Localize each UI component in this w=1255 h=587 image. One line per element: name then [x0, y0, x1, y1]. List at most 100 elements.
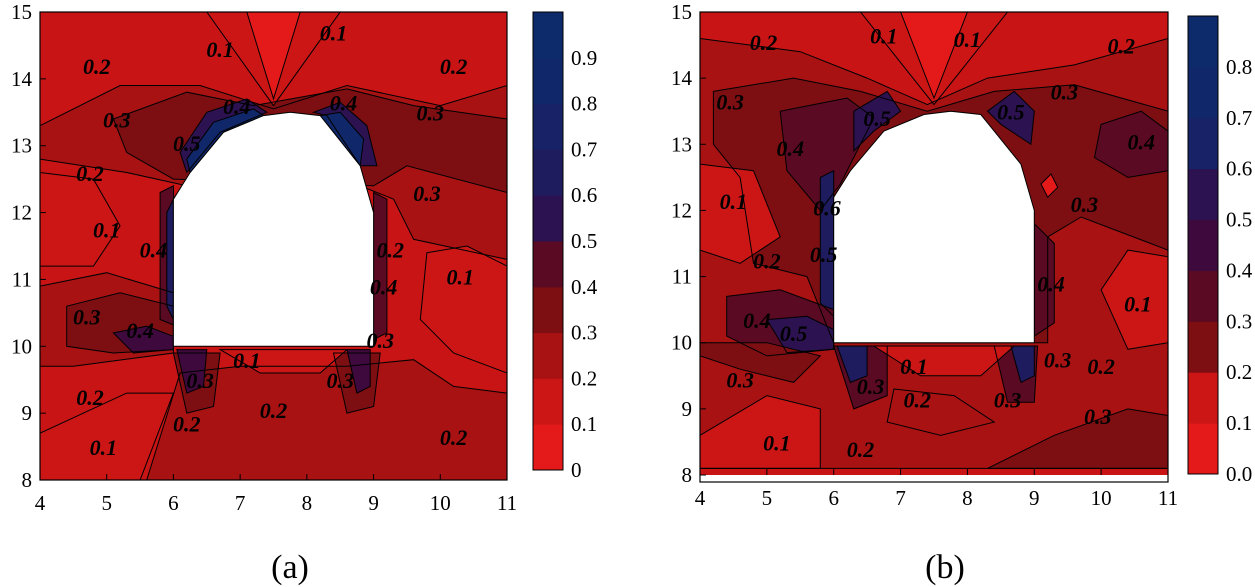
contour-plot-b: 0.1 0.10.2 0.20.3 0.30.30.40.40.5 0.50.1 0.60… [671, 0, 1253, 586]
contour-region [700, 164, 781, 264]
contour-label: 0.1 [93, 218, 121, 243]
contour-label: 0.3 [857, 374, 885, 399]
y-tick-label: 12 [11, 201, 32, 225]
colorbar-tick-label: 0.5 [571, 229, 597, 253]
y-tick-label: 9 [22, 401, 33, 425]
contour-line [179, 98, 268, 174]
colorbar-tick-label: 0.4 [571, 275, 598, 299]
contour-line [311, 101, 378, 167]
y-tick-label: 10 [671, 331, 692, 355]
x-tick-label: 10 [1091, 486, 1112, 510]
contour-line [886, 388, 996, 436]
contour-line [1040, 173, 1059, 199]
contour-line [40, 171, 121, 267]
contour-label: 0.1 [90, 435, 118, 460]
contour-label: 0.3 [366, 328, 394, 353]
contour-label: 0.3 [1044, 348, 1072, 373]
plot-frame-a [39, 11, 508, 481]
contour-label: 0.3 [417, 101, 445, 126]
contour-line [700, 37, 1168, 469]
panel-label-b: (b) [925, 549, 965, 586]
contour-region [40, 172, 121, 267]
contour-labels-b: 0.1 0.1 0.2 0.2 0.3 0.3 0.3 0.4 0.4 0.5 0.5 0.1 0.6 0… [716, 24, 1155, 462]
y-tick-label: 9 [682, 397, 693, 421]
contour-line [986, 90, 1035, 146]
x-tick-label: 5 [762, 486, 773, 510]
contour-label: 0.4 [370, 275, 398, 300]
colorbar-segment [533, 286, 563, 334]
contour-label: 0.5 [863, 106, 891, 131]
colorbar-tick-label: 0.7 [571, 137, 597, 161]
contour-line [987, 408, 1168, 469]
contour-line [112, 88, 507, 194]
tunnel-opening-b [833, 110, 1035, 344]
colorbar-tick-label: 0.3 [571, 321, 597, 345]
y-tick-label: 15 [11, 0, 32, 24]
contour-line [700, 163, 781, 264]
colorbar-tick-label: 0.3 [1226, 309, 1252, 333]
contour-region [1101, 250, 1168, 350]
colorbar-segment [533, 149, 563, 196]
y-tick-label: 13 [11, 134, 32, 158]
contour-label: 0.2 [76, 385, 104, 410]
colorbar-frame [1187, 15, 1219, 475]
contour-label: 0.1 [233, 348, 261, 373]
colorbar-segment [533, 57, 563, 105]
x-tick-label: 6 [828, 486, 839, 510]
x-tick-label: 4 [695, 486, 706, 510]
colorbar-tick-label: 0.9 [571, 46, 597, 70]
contour-region [1034, 223, 1055, 337]
contour-label: 0.5 [780, 321, 808, 346]
colorbar-tick-label: 0.8 [1226, 55, 1252, 79]
colorbar-segment [533, 378, 563, 425]
contour-label: 0.1 [763, 430, 791, 455]
y-tick-label: 10 [11, 334, 32, 358]
contour-line [40, 84, 507, 260]
colorbar-tick-label: 0.2 [1226, 360, 1252, 384]
contour-label: 0.6 [813, 195, 841, 220]
contour-label: 0.2 [753, 248, 781, 273]
contour-label: 0.1 [720, 189, 748, 214]
contour-label: 0.3 [73, 305, 101, 330]
contour-label: 0.3 [413, 181, 441, 206]
contour-label: 0.5 [810, 242, 838, 267]
contour-label: 0.4 [777, 136, 805, 161]
contour-label: 0.1 [206, 37, 234, 62]
colorbar-segment [1188, 168, 1218, 221]
x-tick-label: 10 [430, 491, 451, 515]
contour-label: 0.3 [103, 107, 131, 132]
contour-region [166, 199, 174, 320]
panel-label-a: (a) [271, 549, 309, 586]
contour-line [246, 12, 301, 101]
colorbar-segment [1188, 16, 1218, 68]
contour-line [779, 97, 875, 212]
contour-line [700, 395, 821, 469]
contour-region [373, 192, 387, 340]
x-tick-label: 9 [368, 491, 379, 515]
colorbar-a: 0 0.1 0.2 0.3 0.4 0.5 0.6 0.7 0.8 0.9 [532, 11, 598, 482]
contour-region [40, 393, 174, 480]
contour-line [836, 345, 868, 384]
contour-label: 0.3 [326, 368, 354, 393]
colorbar-tick-label: 0.8 [571, 92, 597, 116]
contour-region [853, 91, 901, 151]
contour-line [872, 345, 1016, 377]
contour-label: 0.3 [994, 387, 1022, 412]
contour-label: 0.4 [140, 238, 168, 263]
contour-label: 0.2 [440, 54, 468, 79]
contour-region [820, 170, 834, 317]
contour-region [837, 346, 868, 383]
contour-line [176, 349, 208, 394]
y-axis-b: 8 9 10 11 12 13 14 15 [671, 0, 706, 487]
contour-region [146, 359, 507, 480]
contour-line [218, 349, 349, 374]
y-tick-label: 11 [672, 265, 692, 289]
x-tick-label: 11 [497, 491, 517, 515]
colorbar-segment [1188, 66, 1218, 119]
y-tick-label: 11 [12, 267, 32, 291]
y-tick-label: 8 [682, 463, 693, 487]
contour-label: 0.4 [330, 91, 358, 116]
contour-label: 0.1 [870, 24, 898, 49]
contour-line [172, 352, 221, 414]
y-tick-label: 13 [671, 132, 692, 156]
